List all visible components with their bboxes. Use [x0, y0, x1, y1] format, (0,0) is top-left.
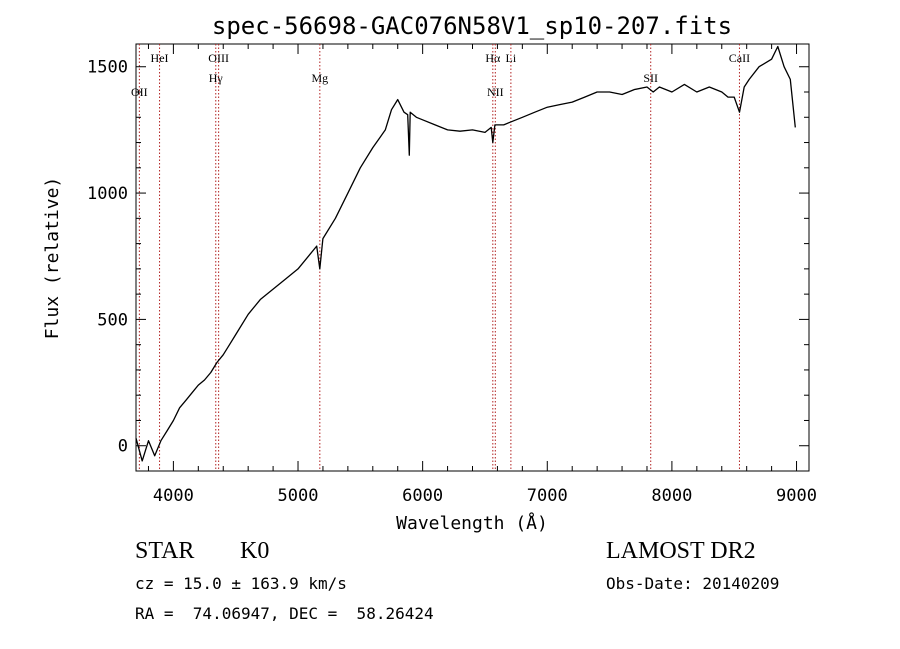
x-tick-label: 9000	[776, 486, 817, 506]
object-class: STAR	[135, 538, 195, 564]
y-tick-label: 1000	[87, 184, 128, 204]
x-tick-label: 8000	[651, 486, 692, 506]
chart-title: spec-56698-GAC076N58V1_sp10-207.fits	[212, 12, 732, 40]
sky-coordinates: RA = 74.06947, DEC = 58.26424	[135, 604, 434, 623]
x-tick-label: 6000	[402, 486, 443, 506]
x-tick-label: 7000	[527, 486, 568, 506]
x-tick-label: 5000	[278, 486, 319, 506]
observation-date: Obs-Date: 20140209	[606, 574, 780, 593]
redshift-cz: cz = 15.0 ± 163.9 km/s	[135, 574, 347, 593]
reference-line-label: HeI	[151, 51, 169, 65]
y-tick-label: 0	[118, 437, 128, 457]
y-tick-label: 500	[97, 310, 128, 330]
y-axis-label: Flux (relative)	[42, 177, 63, 340]
x-axis-label: Wavelength (Å)	[396, 512, 548, 534]
reference-line-label: Hα	[485, 51, 501, 65]
reference-line-label: OIII	[208, 51, 229, 65]
survey-release: LAMOST DR2	[606, 538, 756, 564]
x-tick-label: 4000	[153, 486, 194, 506]
reference-line-label: CaII	[729, 51, 750, 65]
reference-line-label: Li	[506, 51, 517, 65]
reference-line-label: SII	[643, 71, 658, 85]
x-axis-ticks: 4000 5000 6000 7000 8000 9000	[147, 44, 817, 506]
reference-line-label: Hγ	[209, 71, 224, 85]
y-tick-label: 1500	[87, 58, 128, 78]
plot-frame	[135, 43, 810, 472]
y-axis-ticks: 0 500 1000 1500	[87, 58, 809, 472]
object-subclass: K0	[240, 538, 270, 564]
reference-line-label: NII	[487, 85, 504, 99]
spectrum-line	[135, 45, 796, 462]
reference-line-label: Mg	[311, 71, 328, 85]
